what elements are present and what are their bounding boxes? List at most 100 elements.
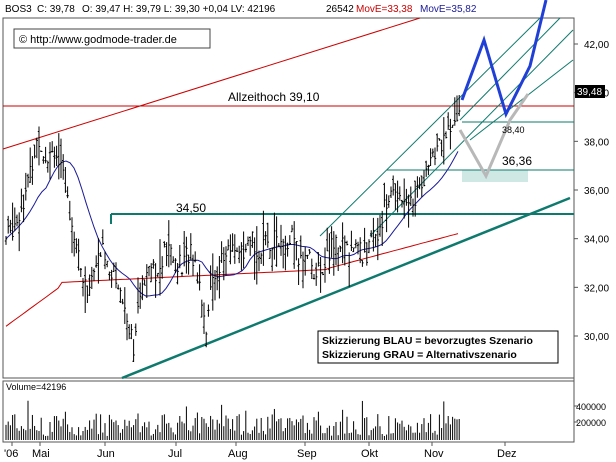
- price-bar: [409, 186, 412, 206]
- level-3840-label: 38,40: [502, 125, 525, 135]
- price-bar: [158, 239, 162, 296]
- price-bar: [323, 247, 327, 283]
- price-bar: [310, 258, 313, 280]
- resistance-trendline: [2, 17, 421, 150]
- x-tick-label: Okt: [361, 448, 378, 460]
- price-bar: [227, 239, 230, 251]
- price-bar: [442, 117, 445, 165]
- y-tick-label: 34,00: [584, 235, 609, 246]
- price-bar: [191, 254, 195, 276]
- price-bar: [84, 266, 87, 314]
- volume-tick-200000: 200000: [576, 418, 606, 428]
- price-bar: [62, 154, 65, 180]
- price-bar: [88, 274, 91, 297]
- x-tick-label: Aug: [228, 448, 248, 460]
- price-bar: [279, 224, 283, 256]
- price-bar: [31, 156, 34, 185]
- price-bar: [451, 124, 454, 128]
- price-bar: [290, 224, 294, 233]
- price-bar: [418, 177, 421, 190]
- price-bar: [306, 254, 309, 260]
- scenario-blue-path: [460, 0, 548, 119]
- price-bar: [253, 237, 256, 280]
- price-bar: [385, 194, 388, 233]
- price-bar: [332, 231, 335, 276]
- price-bar: [277, 243, 280, 247]
- price-bar: [396, 180, 399, 213]
- price-bar: [198, 264, 201, 291]
- volume-tick-400000: 400000: [576, 402, 606, 412]
- support-trendline: [121, 196, 571, 380]
- price-bar: [425, 160, 428, 177]
- price-bar: [365, 242, 368, 266]
- price-bar: [167, 220, 170, 268]
- price-bar: [367, 239, 371, 254]
- price-bar: [209, 265, 212, 290]
- price-bar: [220, 241, 223, 264]
- price-bar: [222, 247, 225, 281]
- price-bar: [207, 304, 210, 317]
- price-bar: [112, 262, 115, 273]
- price-bar: [405, 188, 408, 206]
- price-bar: [194, 251, 197, 263]
- price-bar: [108, 271, 111, 281]
- price-bar: [103, 251, 107, 270]
- price-bar: [427, 164, 430, 176]
- price-bar: [95, 255, 98, 268]
- price-bar: [449, 118, 452, 150]
- price-bar: [275, 216, 278, 267]
- price-bar: [299, 235, 302, 259]
- price-bar: [328, 233, 331, 274]
- price-bar: [429, 148, 432, 166]
- price-bar: [24, 172, 27, 201]
- y-tick-label: 36,00: [584, 186, 609, 197]
- price-bar: [337, 247, 340, 272]
- price-bar: [128, 324, 131, 340]
- price-bar: [297, 258, 300, 286]
- price-bar: [81, 278, 85, 297]
- price-bar: [161, 256, 164, 279]
- y-tick-label: 42,00: [584, 40, 609, 51]
- price-bar: [211, 253, 214, 311]
- y-tick-label: 32,00: [584, 283, 609, 294]
- price-bar: [123, 287, 126, 324]
- price-bar: [352, 247, 355, 253]
- price-bar: [284, 235, 287, 271]
- price-bar: [372, 217, 375, 252]
- price-bar: [218, 255, 221, 299]
- x-tick-label: Jul: [168, 448, 182, 460]
- price-bar: [378, 214, 382, 237]
- price-bar: [411, 198, 415, 217]
- price-bar: [97, 238, 100, 284]
- y-tick-label: 30,00: [584, 332, 609, 343]
- price-bar: [180, 271, 184, 277]
- price-bar: [174, 258, 177, 274]
- price-bar: [238, 245, 241, 264]
- price-bar: [145, 264, 148, 298]
- price-bar: [293, 221, 296, 269]
- price-bar: [169, 244, 173, 266]
- header-symbol: BOS3: [5, 4, 32, 15]
- price-bar: [57, 133, 60, 180]
- price-bar: [117, 284, 120, 290]
- header-close: C: 39,78: [37, 4, 75, 15]
- price-bar: [40, 150, 43, 153]
- price-bar: [339, 245, 342, 253]
- price-bar: [26, 173, 30, 188]
- price-bar: [68, 200, 71, 221]
- x-tick-label: Dez: [497, 448, 517, 460]
- price-bar: [86, 285, 89, 303]
- price-bars: [4, 95, 461, 362]
- price-bar: [11, 202, 14, 241]
- level-3450-label: 34,50: [176, 201, 206, 215]
- price-bar: [64, 167, 67, 193]
- price-bar: [260, 252, 263, 264]
- price-bar: [257, 250, 261, 272]
- price-bar: [125, 313, 129, 341]
- price-bar: [345, 240, 349, 246]
- price-bar: [383, 182, 386, 208]
- price-bar: [187, 254, 190, 275]
- price-bar: [35, 137, 38, 159]
- price-bar: [282, 238, 285, 269]
- price-bar: [183, 231, 186, 267]
